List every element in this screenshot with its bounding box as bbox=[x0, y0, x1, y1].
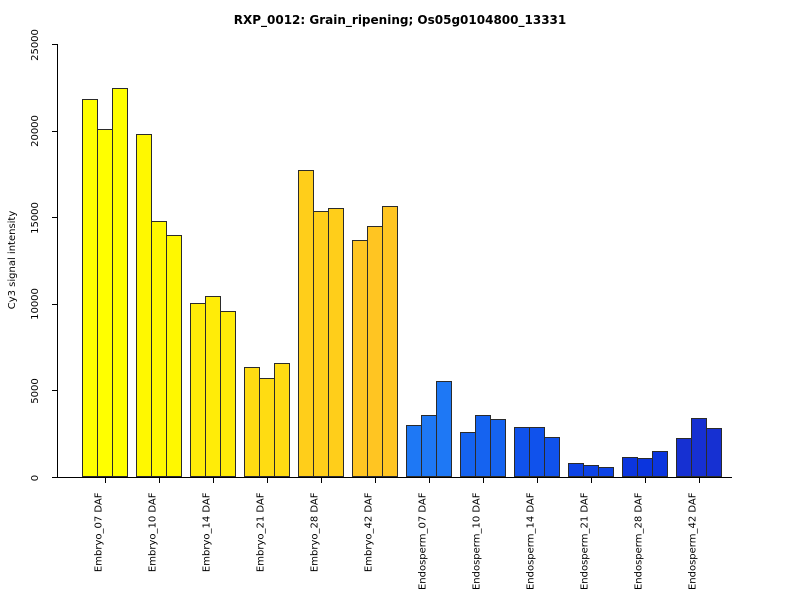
x-axis-tick bbox=[158, 478, 160, 483]
x-axis-line bbox=[57, 477, 732, 478]
bar-endosperm_28-daf-2 bbox=[637, 458, 653, 478]
bar-endosperm_10-daf-3 bbox=[490, 419, 506, 478]
bar-endosperm_28-daf-3 bbox=[652, 451, 668, 478]
y-axis-tick bbox=[52, 44, 57, 45]
y-axis-tick bbox=[52, 217, 57, 219]
x-axis-tick bbox=[266, 478, 268, 483]
bar-embryo_07-daf-1 bbox=[82, 99, 98, 478]
y-axis-title: Cy3 signal intensity bbox=[7, 210, 18, 310]
bar-embryo_42-daf-2 bbox=[367, 226, 383, 478]
bar-embryo_28-daf-2 bbox=[313, 210, 329, 478]
bar-endosperm_42-daf-2 bbox=[691, 418, 707, 478]
bar-embryo_21-daf-3 bbox=[274, 363, 290, 478]
x-axis-tick bbox=[428, 478, 430, 483]
y-axis-tick-label: 15000 bbox=[30, 201, 41, 234]
x-axis-tick bbox=[590, 478, 592, 483]
bar-embryo_10-daf-1 bbox=[136, 133, 152, 478]
y-axis-tick-label: 25000 bbox=[30, 28, 41, 61]
x-axis-tick-label: Embryo_21 DAF bbox=[255, 492, 266, 572]
bar-embryo_07-daf-2 bbox=[97, 129, 113, 478]
bar-endosperm_14-daf-2 bbox=[529, 427, 545, 478]
bar-endosperm_14-daf-1 bbox=[514, 427, 530, 478]
bar-endosperm_42-daf-1 bbox=[676, 437, 692, 478]
y-axis-tick-label: 5000 bbox=[30, 378, 41, 404]
y-axis-tick bbox=[52, 477, 57, 478]
bar-endosperm_28-daf-1 bbox=[622, 456, 638, 478]
x-axis-tick-label: Endosperm_10 DAF bbox=[471, 492, 482, 590]
x-axis-tick bbox=[698, 478, 700, 483]
y-axis-tick bbox=[52, 390, 57, 392]
bar-endosperm_14-daf-3 bbox=[544, 436, 560, 478]
x-axis-tick-label: Embryo_07 DAF bbox=[93, 492, 104, 572]
bar-endosperm_42-daf-3 bbox=[706, 428, 722, 478]
x-axis-tick bbox=[374, 478, 376, 483]
x-axis-tick-label: Embryo_28 DAF bbox=[309, 492, 320, 572]
bar-embryo_07-daf-3 bbox=[112, 87, 128, 478]
bar-embryo_14-daf-2 bbox=[205, 295, 221, 478]
x-axis-tick bbox=[104, 478, 106, 483]
x-axis-tick-label: Embryo_10 DAF bbox=[147, 492, 158, 572]
x-axis-tick-label: Endosperm_21 DAF bbox=[579, 492, 590, 590]
chart-title: RXP_0012: Grain_ripening; Os05g0104800_1… bbox=[233, 13, 567, 27]
x-axis-tick-label: Endosperm_07 DAF bbox=[417, 492, 428, 590]
x-axis-tick bbox=[536, 478, 538, 483]
y-axis-line bbox=[57, 44, 58, 478]
x-axis-tick-label: Embryo_42 DAF bbox=[363, 492, 374, 572]
bar-embryo_28-daf-3 bbox=[328, 208, 344, 478]
bar-embryo_42-daf-3 bbox=[382, 206, 398, 478]
bar-endosperm_10-daf-2 bbox=[475, 415, 491, 478]
bar-embryo_21-daf-2 bbox=[259, 377, 275, 478]
x-axis-tick bbox=[212, 478, 214, 483]
bar-embryo_10-daf-3 bbox=[166, 235, 182, 478]
x-axis-tick-label: Embryo_14 DAF bbox=[201, 492, 212, 572]
bar-embryo_14-daf-1 bbox=[190, 302, 206, 478]
y-axis-tick-label: 0 bbox=[30, 474, 41, 481]
bar-endosperm_21-daf-2 bbox=[583, 464, 599, 478]
y-axis-tick bbox=[52, 130, 57, 132]
y-axis-tick-label: 10000 bbox=[30, 288, 41, 321]
bar-embryo_21-daf-1 bbox=[244, 366, 260, 478]
bar-endosperm_10-daf-1 bbox=[460, 431, 476, 478]
x-axis-tick-label: Endosperm_28 DAF bbox=[633, 492, 644, 590]
x-axis-tick bbox=[320, 478, 322, 483]
bar-embryo_28-daf-1 bbox=[298, 170, 314, 478]
y-axis-tick bbox=[52, 303, 57, 305]
bar-endosperm_07-daf-1 bbox=[406, 424, 422, 478]
bar-embryo_14-daf-3 bbox=[220, 311, 236, 478]
bar-endosperm_21-daf-3 bbox=[598, 466, 614, 478]
bar-embryo_10-daf-2 bbox=[151, 221, 167, 478]
bar-endosperm_07-daf-3 bbox=[436, 381, 452, 478]
x-axis-tick-label: Endosperm_14 DAF bbox=[525, 492, 536, 590]
y-axis-tick-label: 20000 bbox=[30, 115, 41, 147]
bar-endosperm_07-daf-2 bbox=[421, 415, 437, 478]
x-axis-tick bbox=[644, 478, 646, 483]
bar-endosperm_21-daf-1 bbox=[568, 462, 584, 478]
x-axis-tick bbox=[482, 478, 484, 483]
x-axis-tick-label: Endosperm_42 DAF bbox=[687, 492, 698, 590]
bar-embryo_42-daf-1 bbox=[352, 240, 368, 478]
